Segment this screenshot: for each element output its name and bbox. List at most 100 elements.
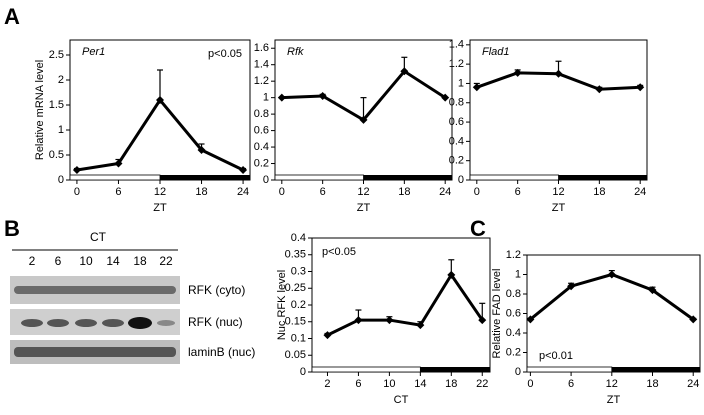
y-tick-label: 1.2 (449, 58, 464, 70)
row-label: laminB (nuc) (188, 345, 255, 359)
x-tick-label: 24 (634, 186, 646, 198)
x-tick-label: 10 (383, 378, 395, 390)
y-tick-label: 0.4 (506, 327, 521, 339)
data-point (648, 286, 657, 295)
row-label: RFK (nuc) (188, 315, 243, 329)
panel-letter: B (4, 216, 20, 241)
annotation: p<0.05 (208, 48, 242, 60)
x-tick-label: 12 (606, 378, 618, 390)
dark-period (558, 175, 647, 180)
lane-label: 2 (29, 254, 36, 268)
y-tick-label: 0.2 (291, 299, 306, 311)
x-tick-label: 22 (476, 378, 488, 390)
dark-period (363, 175, 452, 180)
x-tick-label: 0 (474, 186, 480, 198)
light-period (526, 366, 613, 373)
y-tick-label: 0.6 (449, 116, 464, 128)
light-period (69, 174, 161, 181)
x-tick-label: 24 (237, 186, 249, 198)
x-tick-label: 14 (414, 378, 426, 390)
lane-label: 10 (79, 254, 93, 268)
x-tick-label: 6 (320, 186, 326, 198)
x-tick-label: 6 (515, 186, 521, 198)
y-tick-label: 0 (300, 366, 306, 378)
data-point (441, 93, 450, 102)
y-axis-label: Relative mRNA level (34, 60, 46, 160)
y-tick-label: 0 (515, 366, 521, 378)
y-tick-label: 0 (458, 174, 464, 186)
light-period (274, 174, 364, 181)
x-tick-label: 18 (646, 378, 658, 390)
y-axis-label: Nuc RFK level (276, 270, 288, 340)
panel-letter: C (470, 216, 486, 241)
x-axis-label: ZT (357, 202, 371, 214)
x-tick-label: 18 (195, 186, 207, 198)
y-tick-label: 1.5 (49, 99, 64, 111)
x-tick-label: 0 (527, 378, 533, 390)
y-tick-label: 0.2 (449, 155, 464, 167)
y-tick-label: 0 (263, 174, 269, 186)
annotation: p<0.05 (322, 246, 356, 258)
y-tick-label: 0.6 (254, 124, 269, 136)
x-tick-label: 24 (439, 186, 451, 198)
annotation: p<0.01 (539, 350, 573, 362)
y-tick-label: 0.4 (449, 135, 464, 147)
data-point (513, 68, 522, 77)
y-tick-label: 1 (263, 92, 269, 104)
x-tick-label: 24 (687, 378, 699, 390)
y-tick-label: 2 (58, 74, 64, 86)
y-tick-label: 0 (58, 174, 64, 186)
dark-period (160, 175, 250, 180)
x-tick-label: 0 (279, 186, 285, 198)
data-point (526, 315, 535, 324)
data-point (567, 282, 576, 291)
blot-header: CT (90, 230, 107, 244)
data-point (472, 83, 481, 92)
data-point (689, 315, 698, 324)
data-point (277, 93, 286, 102)
x-tick-label: 0 (74, 186, 80, 198)
y-tick-label: 0.35 (285, 249, 306, 261)
x-tick-label: 6 (115, 186, 121, 198)
x-axis-label: CT (394, 394, 409, 406)
x-tick-label: 12 (357, 186, 369, 198)
y-tick-label: 1.2 (254, 75, 269, 87)
lane-label: 22 (159, 254, 173, 268)
band (14, 347, 176, 357)
plot-frame (311, 237, 491, 373)
y-tick-label: 0.6 (506, 307, 521, 319)
y-tick-label: 0.25 (285, 282, 306, 294)
x-tick-label: 18 (398, 186, 410, 198)
data-line (326, 272, 484, 337)
y-tick-label: 1 (515, 268, 521, 280)
data-point (323, 331, 332, 340)
y-tick-label: 1.4 (449, 39, 464, 51)
data-point (156, 96, 164, 104)
y-tick-label: 0.4 (291, 232, 306, 244)
x-axis-label: ZT (607, 394, 621, 406)
data-point (416, 321, 425, 330)
x-axis-label: ZT (153, 202, 167, 214)
chart-title: Rfk (287, 46, 304, 58)
light-period (469, 174, 559, 181)
y-tick-label: 0.8 (506, 288, 521, 300)
x-tick-label: 2 (324, 378, 330, 390)
dark-period (611, 367, 700, 372)
y-tick-label: 0.3 (291, 265, 306, 277)
data-point (607, 270, 616, 279)
x-tick-label: 6 (568, 378, 574, 390)
x-tick-label: 12 (552, 186, 564, 198)
y-tick-label: 0.05 (285, 349, 306, 361)
y-tick-label: 0.15 (285, 316, 306, 328)
x-tick-label: 12 (154, 186, 166, 198)
y-tick-label: 0.5 (49, 149, 64, 161)
data-point (554, 69, 563, 78)
band (14, 286, 176, 294)
data-point (478, 316, 487, 325)
x-tick-label: 18 (445, 378, 457, 390)
lane-label: 14 (106, 254, 120, 268)
y-tick-label: 0.8 (254, 108, 269, 120)
y-tick-label: 1 (58, 124, 64, 136)
data-point (72, 166, 81, 174)
